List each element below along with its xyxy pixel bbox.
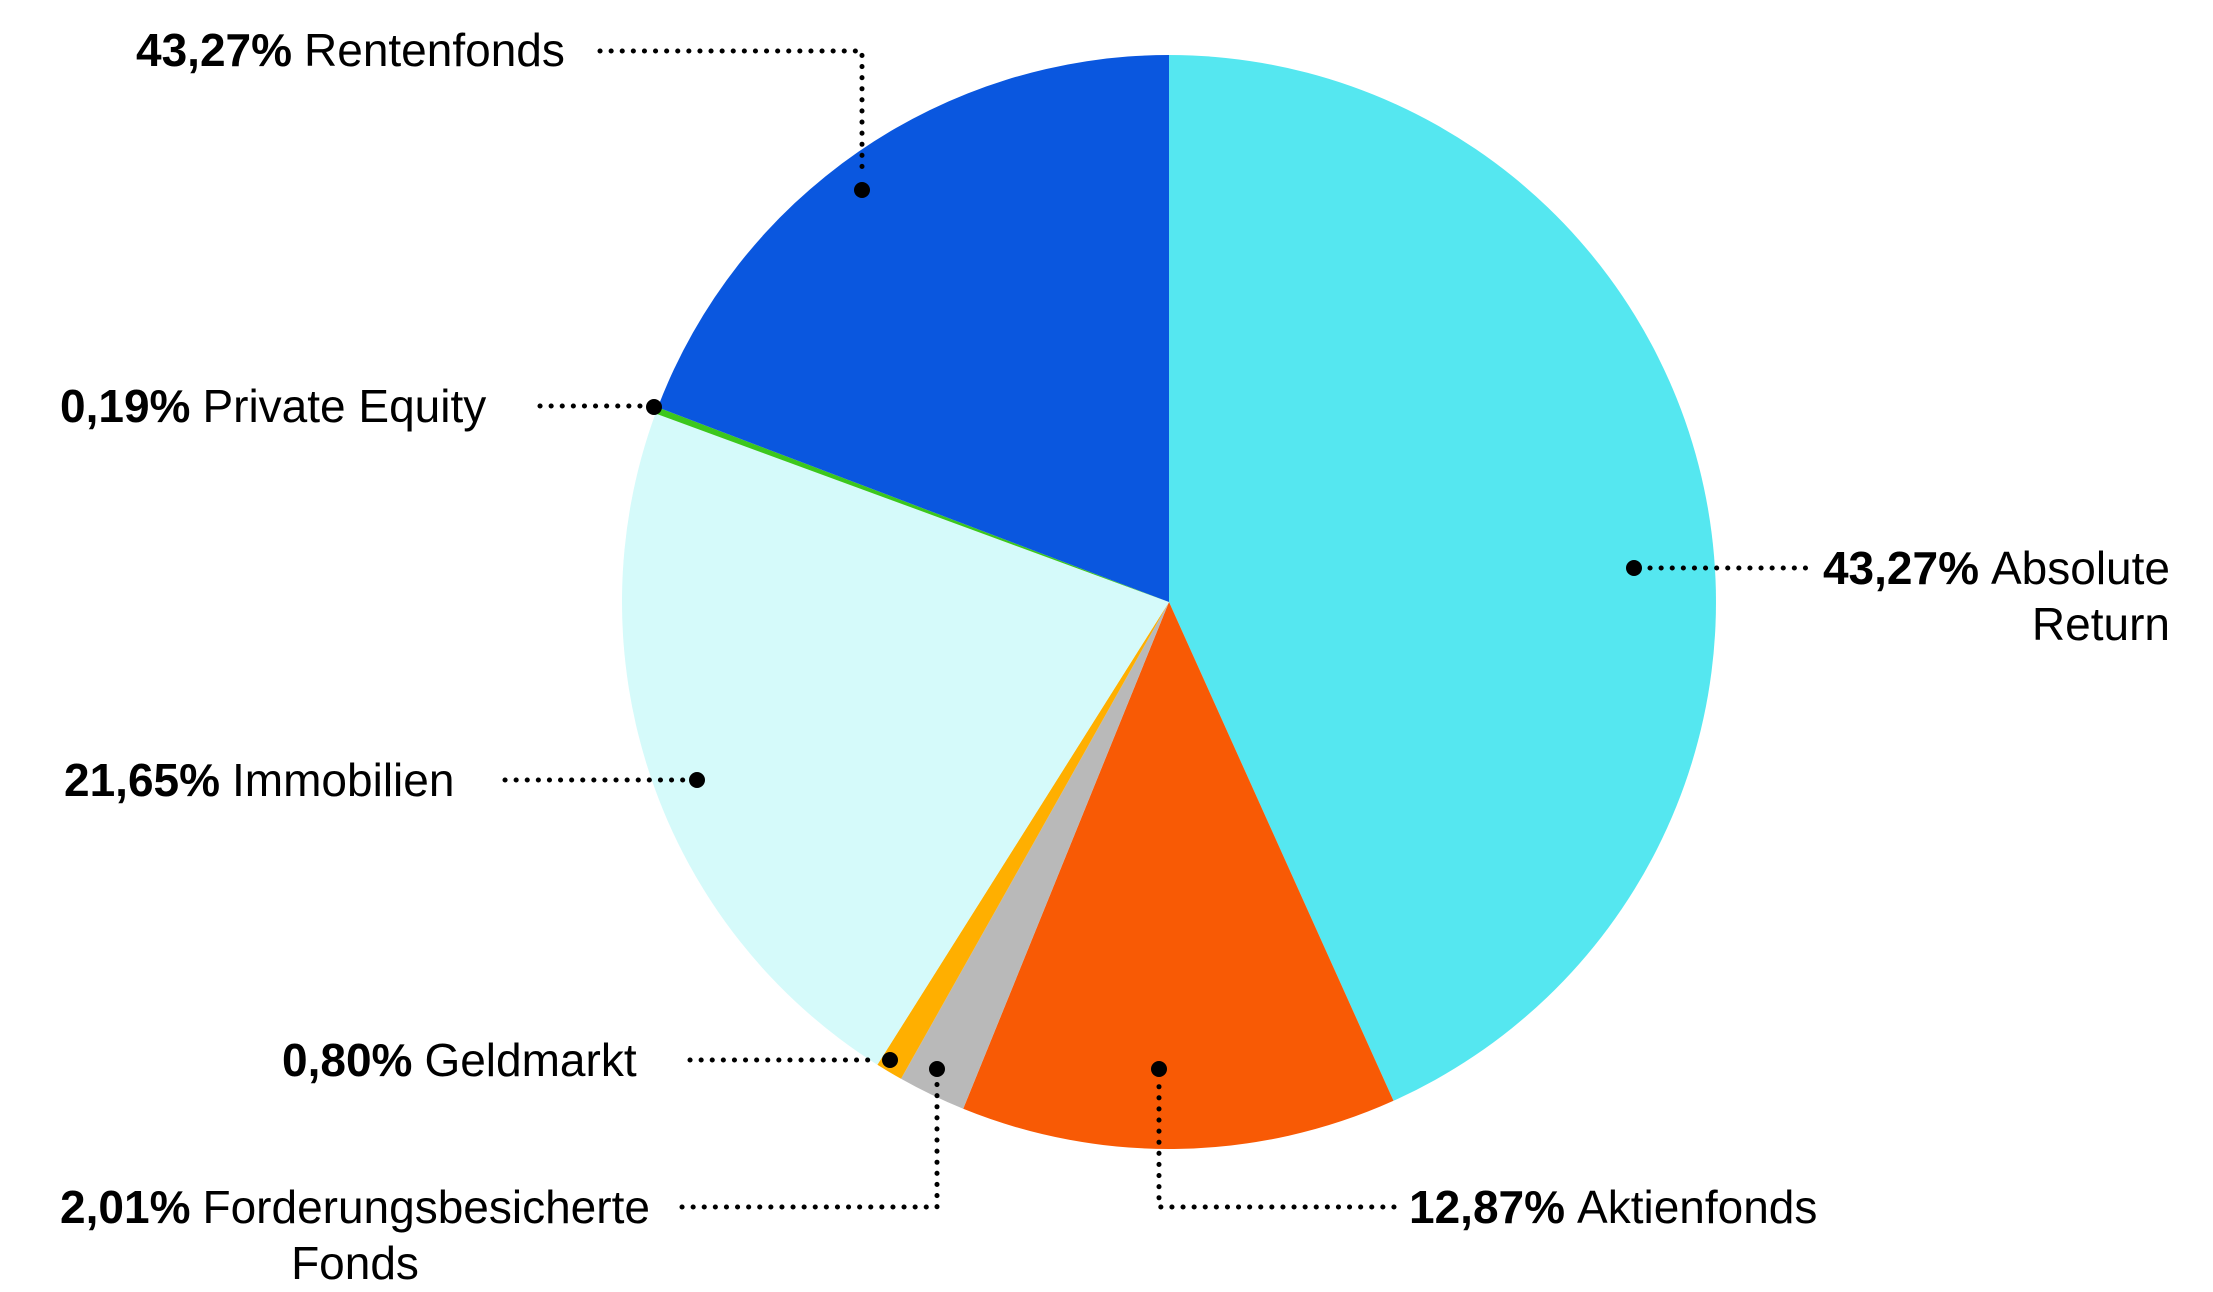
slice-percent-absolute-return: 43,27% xyxy=(1822,542,1979,594)
slice-label-immobilien: 21,65% Immobilien xyxy=(64,752,454,808)
leader-dot-immobilien xyxy=(689,772,705,788)
leader-dot-aktienfonds xyxy=(1151,1061,1167,1077)
leader-line-rentenfonds xyxy=(597,48,865,179)
slice-label-forderungsbesicherte-fonds: 2,01% Forderungsbesicherte Fonds xyxy=(30,1179,680,1291)
slice-label-absolute-return: 43,27% Absolute Return xyxy=(1822,540,2170,652)
leader-dot-absolute-return xyxy=(1626,560,1642,576)
pie-slices xyxy=(621,55,1716,1149)
leader-dot-rentenfonds xyxy=(854,182,870,198)
pie-slice-immobilien xyxy=(621,413,1169,1065)
slice-name-private-equity: Private Equity xyxy=(202,380,487,432)
slice-label-geldmarkt: 0,80% Geldmarkt xyxy=(282,1032,637,1088)
pie-slice-geldmarkt xyxy=(877,602,1169,1079)
slice-name-immobilien: Immobilien xyxy=(232,754,455,806)
pie-slice-rentenfonds xyxy=(657,55,1169,602)
leader-line-aktienfonds xyxy=(1156,1080,1397,1210)
slice-name-rentenfonds: Rentenfonds xyxy=(304,24,565,76)
slice-name-forderungsbesicherte-fonds: Forderungsbesicherte Fonds xyxy=(202,1181,650,1289)
slice-name-absolute-return: Absolute Return xyxy=(1990,542,2170,650)
leader-dot-forderungsbesicherte-fonds xyxy=(929,1061,945,1077)
slice-percent-geldmarkt: 0,80% xyxy=(282,1034,413,1086)
slice-label-rentenfonds: 43,27% Rentenfonds xyxy=(136,22,565,78)
slice-percent-private-equity: 0,19% xyxy=(60,380,191,432)
leader-dots xyxy=(646,182,1642,1077)
leader-dot-geldmarkt xyxy=(882,1052,898,1068)
slice-percent-rentenfonds: 43,27% xyxy=(136,24,293,76)
leader-dot-private-equity xyxy=(646,399,662,415)
slice-percent-forderungsbesicherte-fonds: 2,01% xyxy=(60,1181,191,1233)
slice-percent-aktienfonds: 12,87% xyxy=(1409,1181,1566,1233)
slice-name-geldmarkt: Geldmarkt xyxy=(424,1034,637,1086)
slice-label-private-equity: 0,19% Private Equity xyxy=(60,378,486,434)
slice-name-aktienfonds: Aktienfonds xyxy=(1577,1181,1818,1233)
leader-lines xyxy=(502,48,1817,1210)
pie-slice-private-equity xyxy=(655,407,1169,602)
pie-slice-absolute-return xyxy=(1169,55,1716,1101)
slice-label-aktienfonds: 12,87% Aktienfonds xyxy=(1409,1179,1817,1235)
pie-slice-aktienfonds xyxy=(963,602,1394,1149)
slice-percent-immobilien: 21,65% xyxy=(64,754,221,806)
leader-line-forderungsbesicherte-fonds xyxy=(679,1080,940,1210)
pie-slice-forderungsbesicherte-fonds xyxy=(901,602,1169,1109)
